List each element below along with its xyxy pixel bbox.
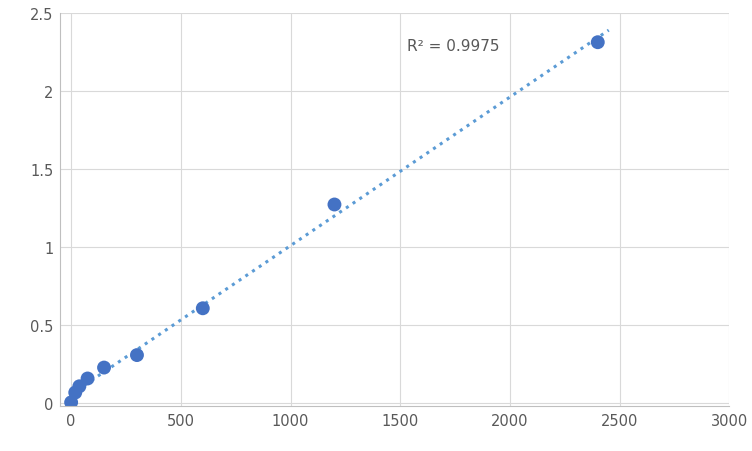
Point — [329, 202, 341, 209]
Point — [69, 389, 81, 396]
Point — [74, 383, 86, 390]
Text: R² = 0.9975: R² = 0.9975 — [407, 39, 499, 54]
Point — [131, 352, 143, 359]
Point — [98, 364, 110, 371]
Point — [197, 305, 209, 312]
Point — [65, 399, 77, 406]
Point — [592, 40, 604, 47]
Point — [81, 375, 93, 382]
